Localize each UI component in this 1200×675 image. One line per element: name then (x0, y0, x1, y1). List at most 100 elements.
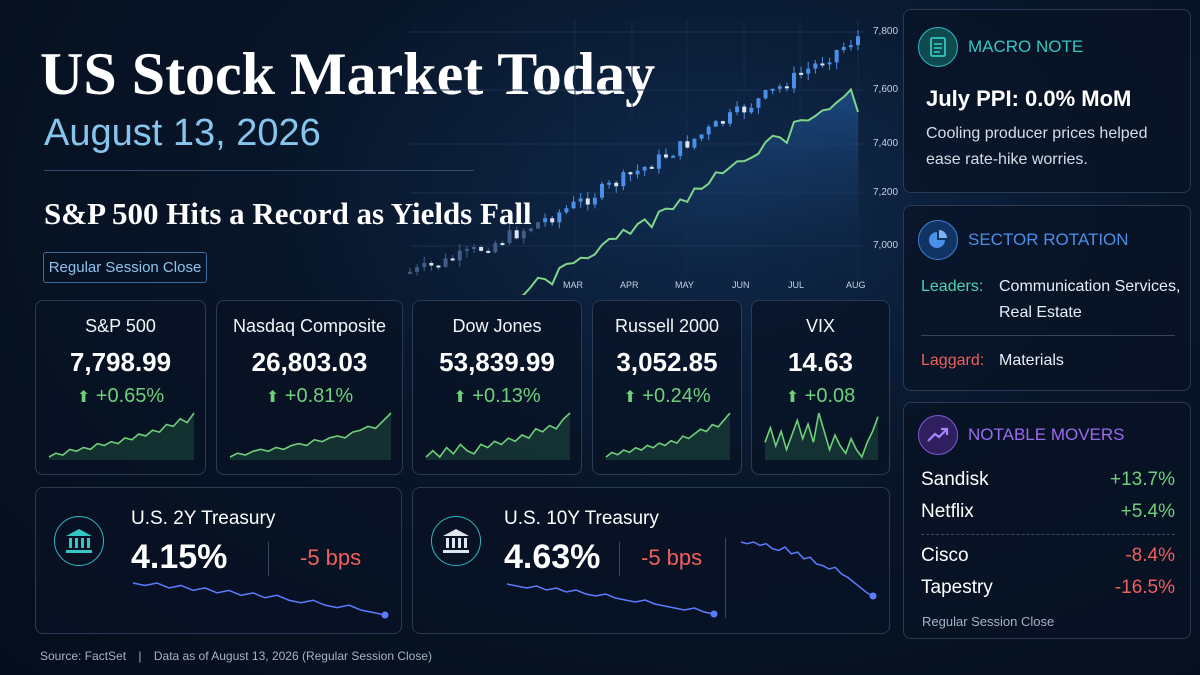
mover-name: Sandisk (921, 469, 989, 490)
sparkline-line (229, 412, 392, 458)
candle-body (457, 250, 462, 261)
yield-line (132, 582, 386, 616)
page-title: US Stock Market Today (40, 41, 656, 107)
candle-body (813, 63, 818, 69)
candle-body (600, 183, 604, 198)
sparkline-fill (49, 413, 194, 460)
candle-body (699, 134, 704, 139)
mover-change: +13.7% (1110, 469, 1175, 490)
notable-movers-panel: NOTABLE MOVERS Sandisk +13.7% Netflix +5… (903, 402, 1191, 639)
mover-row[interactable]: Cisco -8.4% (921, 545, 1175, 567)
candle-body (472, 247, 476, 250)
candle-body (664, 154, 668, 158)
candle-body (834, 50, 839, 63)
candle-body (671, 155, 676, 158)
treasury-change: -5 bps (300, 545, 362, 570)
candle-body (479, 247, 484, 251)
candle-body (486, 250, 491, 253)
index-value: 14.63 (787, 347, 854, 377)
index-card-dow[interactable]: Dow Jones 53,839.99 ⬆ +0.13% (412, 300, 582, 475)
movers-footnote: Regular Session Close (922, 614, 1055, 629)
index-name: VIX (805, 316, 835, 336)
candle-body (528, 228, 533, 232)
trend-up-icon (918, 415, 958, 455)
candle-body (706, 126, 711, 135)
yield-endpoint-dot (381, 611, 389, 619)
mover-name: Cisco (921, 545, 969, 566)
y-tick: 7,400 (873, 138, 898, 149)
divider (268, 542, 269, 576)
candle-body (735, 106, 740, 113)
candle-body (571, 201, 576, 209)
candle-body (607, 182, 612, 185)
treasury-yield: 4.15% (131, 538, 228, 576)
index-value: 3,052.85 (616, 347, 718, 377)
sparkline-fill (765, 413, 878, 460)
index-change-value: +0.24% (642, 385, 711, 407)
index-change: ⬆ +0.81% (217, 385, 402, 408)
macro-note-panel: MACRO NOTE July PPI: 0.0% MoM Cooling pr… (903, 9, 1191, 193)
candle-body (507, 230, 512, 244)
leaders-line2: Real Estate (999, 304, 1082, 321)
mover-row[interactable]: Sandisk +13.7% (921, 469, 1175, 491)
index-card-russell[interactable]: Russell 2000 3,052.85 ⬆ +0.24% (592, 300, 742, 475)
index-change: ⬆ +0.08 (752, 385, 889, 408)
arrow-up-icon: ⬆ (76, 389, 91, 406)
index-card-sp500[interactable]: S&P 500 7,798.99 ⬆ +0.65% (35, 300, 206, 475)
sparkline-line (48, 412, 195, 458)
candle-body (422, 262, 427, 268)
treasury-name: U.S. 2Y Treasury (131, 508, 276, 529)
candle-body (820, 63, 825, 66)
yield-line (506, 583, 715, 615)
leaders-label: Leaders: (921, 278, 984, 295)
treasury-sparkline (506, 583, 718, 618)
y-tick: 7,600 (873, 84, 898, 95)
index-value: 53,839.99 (439, 347, 555, 377)
candle-body (614, 182, 619, 187)
x-tick: AUG (846, 280, 866, 290)
index-change-value: +0.13% (472, 385, 541, 407)
mover-row[interactable]: Tapestry -16.5% (921, 577, 1175, 599)
headline: S&P 500 Hits a Record as Yields Fall (44, 196, 532, 231)
document-icon (918, 27, 958, 67)
index-change-value: +0.08 (804, 385, 856, 407)
divider (921, 534, 1175, 535)
macro-note-body-line2: ease rate-hike worries. (926, 151, 1088, 168)
index-name: Dow Jones (452, 316, 542, 336)
mover-name: Netflix (921, 501, 974, 522)
x-tick: MAY (675, 280, 694, 290)
candle-body (841, 47, 846, 51)
candle-body (464, 248, 469, 251)
hero-x-ticks: MAR APR MAY JUN JUL AUG (563, 280, 866, 290)
index-card-vix[interactable]: VIX 14.63 ⬆ +0.08 (751, 300, 890, 475)
candle-body (621, 172, 626, 187)
candle-body (678, 141, 683, 156)
candle-body (827, 62, 832, 65)
candle-body (536, 222, 540, 229)
hero-candlestick-chart: 7,800 7,600 7,400 7,200 7,000 MAR APR MA… (408, 20, 898, 295)
treasury-sparkline (132, 582, 389, 619)
x-tick: JUN (732, 280, 750, 290)
index-name: Nasdaq Composite (232, 316, 387, 336)
index-card-nasdaq[interactable]: Nasdaq Composite 26,803.03 ⬆ +0.81% (216, 300, 403, 475)
sector-rotation-header: SECTOR ROTATION (918, 220, 1129, 260)
index-name: Russell 2000 (614, 316, 720, 336)
candle-body (592, 197, 597, 205)
mover-row[interactable]: Netflix +5.4% (921, 501, 1175, 523)
treasury-card-2y[interactable]: U.S. 2Y Treasury 4.15% -5 bps (35, 487, 402, 634)
candle-body (550, 218, 555, 223)
yield-endpoint-dot (710, 610, 718, 618)
y-tick: 7,000 (873, 240, 898, 251)
treasury-yield: 4.63% (504, 538, 601, 576)
footer-source: Source: FactSet | Data as of August 13, … (40, 649, 432, 663)
candle-body (856, 36, 860, 46)
y-tick: 7,200 (873, 187, 898, 198)
arrow-up-icon: ⬆ (265, 389, 280, 406)
treasury-card-10y[interactable]: U.S. 10Y Treasury 4.63% -5 bps (412, 487, 890, 634)
candle-body (792, 72, 796, 89)
candle-body (656, 154, 661, 169)
candle-body (784, 86, 789, 89)
macro-note-body-line1: Cooling producer prices helped (926, 125, 1148, 142)
candle-body (429, 262, 434, 266)
candle-body (500, 243, 505, 246)
